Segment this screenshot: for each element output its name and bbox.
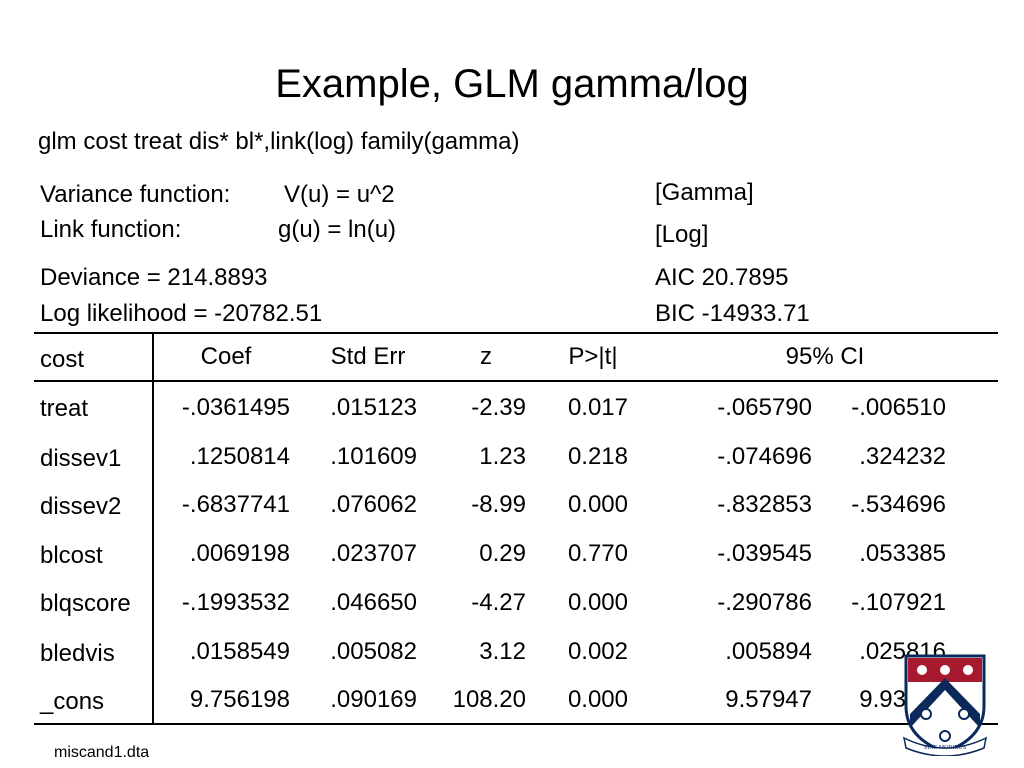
cell-p-value: 0.002 [567,638,628,665]
cell-z: 108.20 [452,686,526,713]
table-header-rule [34,380,998,382]
cell-p-value: 0.000 [567,686,628,713]
dataset-filename: miscand1.dta [54,744,150,761]
cell-z: -2.39 [471,394,526,421]
cell-p-value: 0.017 [567,394,628,421]
cell-coef: 9.756198 [189,686,290,713]
cell-coef: .0069198 [189,540,290,567]
cell-p-value: 0.000 [567,491,628,518]
cell-ci-low: .005894 [725,638,812,665]
table-top-rule [34,332,998,334]
variance-family-bracket: [Gamma] [655,179,754,206]
header-p-value: P>|t| [568,343,618,370]
cell-std-err: .005082 [330,638,417,665]
cell-z: 3.12 [479,638,526,665]
variance-function-label: Variance function: [40,181,231,208]
cell-p-value: 0.000 [567,589,628,616]
cell-ci-low: -.074696 [717,443,812,470]
cell-coef: -.0361495 [181,394,290,421]
cell-ci-low: 9.57947 [725,686,812,713]
cell-ci-low: -.832853 [717,491,812,518]
cell-std-err: .046650 [330,589,417,616]
header-z: z [480,343,492,370]
cell-coef: -.1993532 [181,589,290,616]
cell-ci-high: .053385 [859,540,946,567]
row-variable-name: _cons [40,688,105,715]
cell-coef: .1250814 [189,443,290,470]
cell-z: 1.23 [479,443,526,470]
variance-function-value: V(u) = u^2 [284,181,395,208]
row-variable-name: treat [40,395,89,422]
row-variable-name: blqscore [40,590,131,617]
cell-coef: .0158549 [189,638,290,665]
cell-ci-low: -.039545 [717,540,812,567]
university-seal-logo: SINE MORIBUS [902,654,988,756]
table-column-divider [152,332,154,725]
aic-stat: AIC 20.7895 [655,264,789,291]
seal-motto-banner [902,736,988,756]
seal-motto: SINE MORIBUS [924,745,966,751]
cell-z: -8.99 [471,491,526,518]
cell-coef: -.6837741 [181,491,290,518]
table-bottom-rule [34,723,998,725]
link-function-label: Link function: [40,216,182,243]
cell-ci-low: -.290786 [717,589,812,616]
cell-ci-low: -.065790 [717,394,812,421]
cell-ci-high: .324232 [859,443,946,470]
dependent-variable-label: cost [40,346,85,373]
log-likelihood-stat: Log likelihood = -20782.51 [40,300,323,327]
cell-std-err: .023707 [330,540,417,567]
cell-z: 0.29 [479,540,526,567]
link-function-value: g(u) = ln(u) [278,216,397,243]
header-confidence-interval: 95% CI [785,343,865,370]
glm-command: glm cost treat dis* bl*,link(log) family… [38,128,520,155]
cell-p-value: 0.218 [567,443,628,470]
cell-std-err: .015123 [330,394,417,421]
cell-ci-high: -.006510 [851,394,946,421]
slide-title: Example, GLM gamma/log [275,62,749,106]
cell-ci-high: -.107921 [851,589,946,616]
cell-std-err: .101609 [330,443,417,470]
deviance-stat: Deviance = 214.8893 [40,264,268,291]
row-variable-name: dissev2 [40,493,122,520]
cell-p-value: 0.770 [567,540,628,567]
seal-chevron [910,678,980,728]
bic-stat: BIC -14933.71 [655,300,810,327]
cell-std-err: .076062 [330,491,417,518]
cell-std-err: .090169 [330,686,417,713]
cell-z: -4.27 [471,589,526,616]
cell-ci-high: -.534696 [851,491,946,518]
header-coef: Coef [200,343,252,370]
header-std-err: Std Err [330,343,406,370]
row-variable-name: dissev1 [40,445,122,472]
link-bracket: [Log] [655,221,709,248]
row-variable-name: blcost [40,542,103,569]
row-variable-name: bledvis [40,640,115,667]
